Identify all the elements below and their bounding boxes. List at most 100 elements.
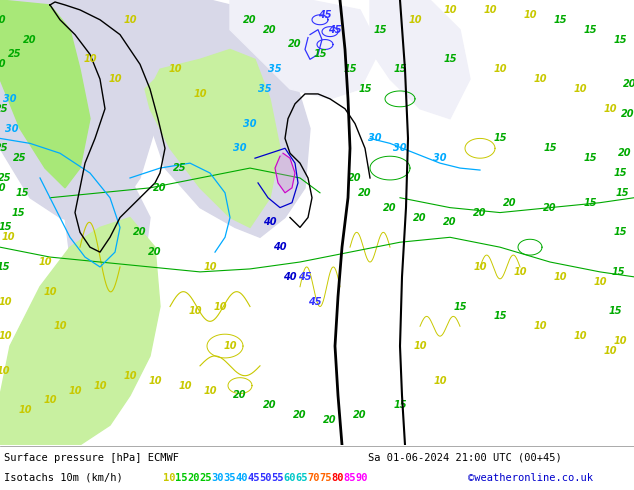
Text: 80: 80 (331, 473, 344, 483)
Text: Surface pressure [hPa] ECMWF: Surface pressure [hPa] ECMWF (4, 453, 179, 463)
Text: 15: 15 (583, 24, 597, 35)
Text: 20: 20 (187, 473, 200, 483)
Text: 60: 60 (283, 473, 295, 483)
Polygon shape (130, 0, 310, 237)
Text: Sa 01-06-2024 21:00 UTC (00+45): Sa 01-06-2024 21:00 UTC (00+45) (368, 453, 562, 463)
Text: 15: 15 (175, 473, 188, 483)
Text: 50: 50 (259, 473, 271, 483)
Text: 30: 30 (368, 133, 382, 144)
Text: 35: 35 (258, 84, 272, 94)
Text: 40: 40 (283, 272, 297, 282)
Text: ©weatheronline.co.uk: ©weatheronline.co.uk (468, 473, 593, 483)
Text: 15: 15 (358, 84, 372, 94)
Text: 55: 55 (271, 473, 283, 483)
Polygon shape (0, 218, 160, 445)
Text: 30: 30 (243, 119, 257, 128)
Text: 30: 30 (433, 153, 447, 163)
Polygon shape (0, 0, 90, 188)
Text: 20: 20 (621, 109, 634, 119)
Text: 25: 25 (0, 104, 9, 114)
Text: 10: 10 (0, 296, 12, 307)
Text: 15: 15 (393, 64, 407, 74)
Text: 45: 45 (247, 473, 259, 483)
Text: 20: 20 (443, 218, 456, 227)
Text: 20: 20 (383, 203, 397, 213)
Text: 90: 90 (355, 473, 368, 483)
Text: 10: 10 (408, 15, 422, 25)
Text: 10: 10 (163, 473, 176, 483)
Text: 15: 15 (615, 188, 629, 198)
Text: 25: 25 (173, 163, 187, 173)
Text: 45: 45 (318, 10, 332, 20)
Text: 20: 20 (233, 391, 247, 400)
Text: 30: 30 (233, 143, 247, 153)
Text: 10: 10 (573, 331, 586, 341)
Text: 10: 10 (433, 376, 447, 386)
Text: 15: 15 (611, 267, 624, 277)
Text: 20: 20 (0, 183, 7, 193)
Text: 10: 10 (193, 89, 207, 99)
Text: 30: 30 (5, 123, 19, 134)
Text: 20: 20 (353, 410, 366, 420)
Text: 25: 25 (199, 473, 212, 483)
Text: 10: 10 (148, 376, 162, 386)
Text: 10: 10 (123, 371, 137, 381)
Text: 15: 15 (613, 227, 627, 237)
Text: 40: 40 (263, 218, 277, 227)
Text: 10: 10 (533, 74, 547, 84)
Text: 45: 45 (328, 24, 342, 35)
Text: 15: 15 (553, 15, 567, 25)
Polygon shape (370, 0, 470, 119)
Text: Isotachs 10m (km/h): Isotachs 10m (km/h) (4, 473, 129, 483)
Text: 20: 20 (263, 400, 277, 410)
Text: 15: 15 (493, 133, 507, 144)
Text: 10: 10 (593, 277, 607, 287)
Text: 25: 25 (13, 153, 27, 163)
Text: 35: 35 (223, 473, 235, 483)
Text: 10: 10 (68, 386, 82, 395)
Text: 10: 10 (0, 366, 10, 376)
Text: 40: 40 (273, 242, 287, 252)
Text: 20: 20 (503, 197, 517, 208)
Polygon shape (0, 0, 160, 227)
Text: 15: 15 (613, 168, 627, 178)
Text: 10: 10 (18, 405, 32, 416)
Text: 15: 15 (0, 222, 12, 232)
Text: 20: 20 (618, 148, 631, 158)
Text: 10: 10 (43, 395, 57, 405)
Text: 20: 20 (323, 415, 337, 425)
Text: 10: 10 (523, 10, 537, 20)
Text: 20: 20 (288, 40, 302, 49)
Text: 75: 75 (319, 473, 332, 483)
Text: 15: 15 (313, 49, 327, 59)
Text: 35: 35 (268, 64, 281, 74)
Polygon shape (145, 49, 280, 227)
Text: 20: 20 (348, 173, 362, 183)
Text: 10: 10 (1, 232, 15, 242)
Text: 15: 15 (373, 24, 387, 35)
Text: 70: 70 (307, 473, 320, 483)
Text: 10: 10 (573, 84, 586, 94)
Text: 25: 25 (8, 49, 22, 59)
Text: 10: 10 (223, 341, 236, 351)
Text: 20: 20 (133, 227, 146, 237)
Polygon shape (65, 168, 150, 277)
Text: 15: 15 (443, 54, 456, 64)
Text: 10: 10 (83, 54, 97, 64)
Text: 10: 10 (168, 64, 182, 74)
Text: 15: 15 (543, 143, 557, 153)
Text: 20: 20 (623, 79, 634, 89)
Text: 65: 65 (295, 473, 307, 483)
Text: 10: 10 (533, 321, 547, 331)
Text: 20: 20 (0, 15, 7, 25)
Text: 20: 20 (0, 59, 7, 69)
Text: 20: 20 (263, 24, 277, 35)
Text: 10: 10 (413, 341, 427, 351)
Text: 10: 10 (514, 267, 527, 277)
Text: 15: 15 (493, 311, 507, 321)
Text: 45: 45 (298, 272, 312, 282)
Text: 20: 20 (153, 183, 167, 193)
Text: 15: 15 (15, 188, 29, 198)
Text: 10: 10 (553, 272, 567, 282)
Text: 10: 10 (204, 262, 217, 272)
